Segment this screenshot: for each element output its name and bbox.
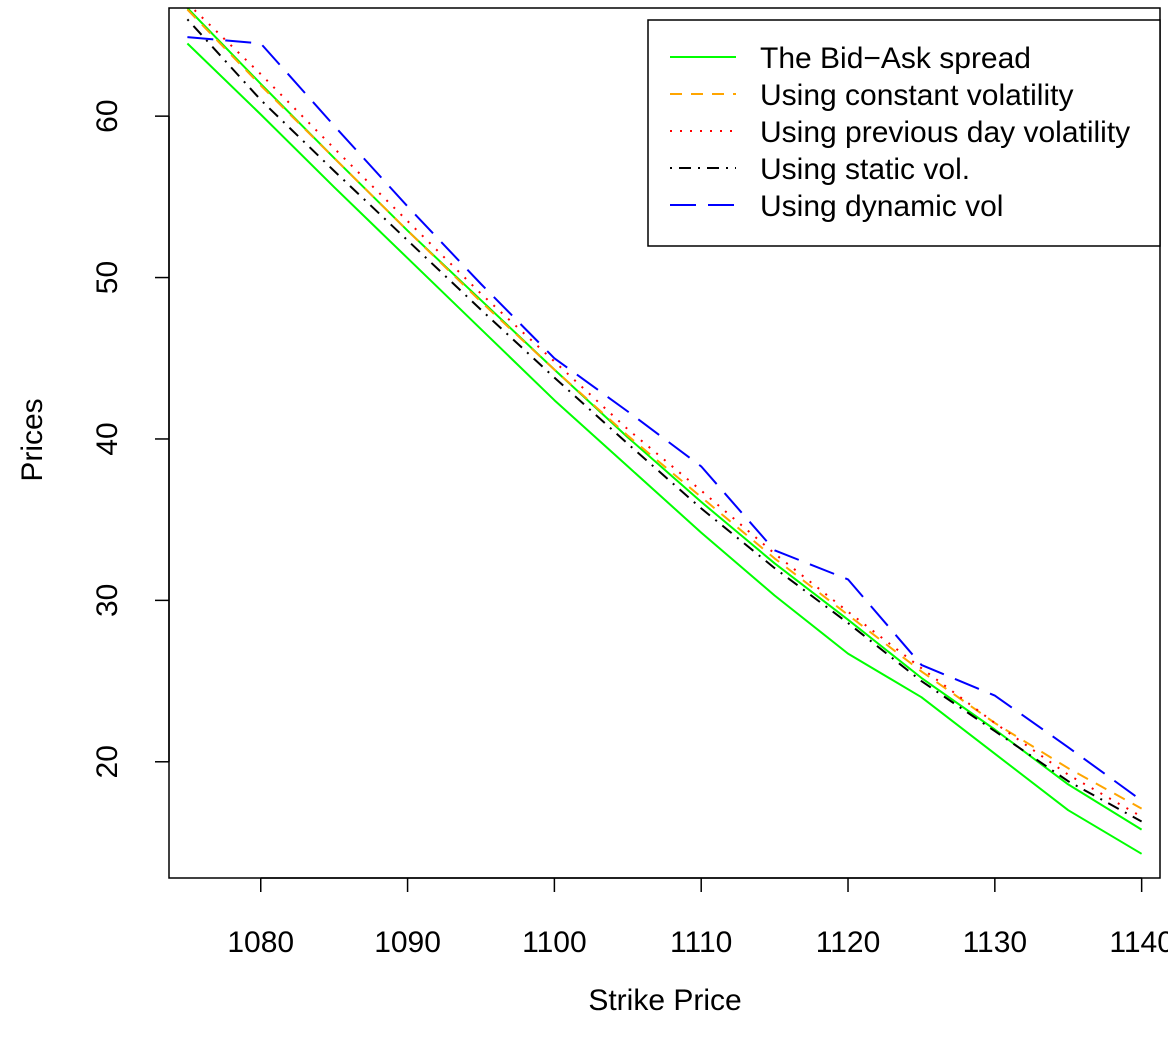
x-tick-label: 1080 — [227, 926, 294, 959]
series-line-static — [186, 18, 1143, 823]
series-line-dynamic — [187, 36, 1143, 802]
y-tick-label: 20 — [91, 745, 124, 778]
series-line-ask — [186, 8, 1143, 831]
legend-label-static: Using static vol. — [760, 153, 970, 186]
x-axis-label: Strike Price — [588, 984, 741, 1017]
x-tick-label: 1140 — [1109, 926, 1168, 959]
series-line-bid — [186, 42, 1143, 855]
y-axis-label: Prices — [16, 398, 49, 481]
legend-label-prev: Using previous day volatility — [760, 116, 1130, 149]
y-tick-label: 50 — [91, 261, 124, 294]
legend-label-bid: The Bid−Ask spread — [760, 42, 1031, 75]
legend-label-dynamic: Using dynamic vol — [760, 190, 1003, 223]
x-tick-label: 1100 — [522, 926, 587, 959]
y-tick-label: 30 — [91, 584, 124, 617]
x-tick-label: 1110 — [670, 926, 732, 959]
x-tick-label: 1120 — [816, 926, 881, 959]
x-axis: 1080 1090 1100 1110 1120 1130 1140 — [227, 877, 1168, 959]
series-line-const — [186, 8, 1143, 810]
y-axis: 20 30 40 50 60 — [91, 99, 170, 778]
x-tick-label: 1130 — [963, 926, 1028, 959]
y-tick-label: 60 — [91, 99, 124, 132]
legend: The Bid−Ask spread Using constant volatil… — [647, 19, 1161, 247]
y-tick-label: 40 — [91, 422, 124, 455]
series-line-prev — [190, 8, 1143, 818]
legend-label-const: Using constant volatility — [760, 79, 1073, 112]
x-tick-label: 1090 — [374, 926, 441, 959]
